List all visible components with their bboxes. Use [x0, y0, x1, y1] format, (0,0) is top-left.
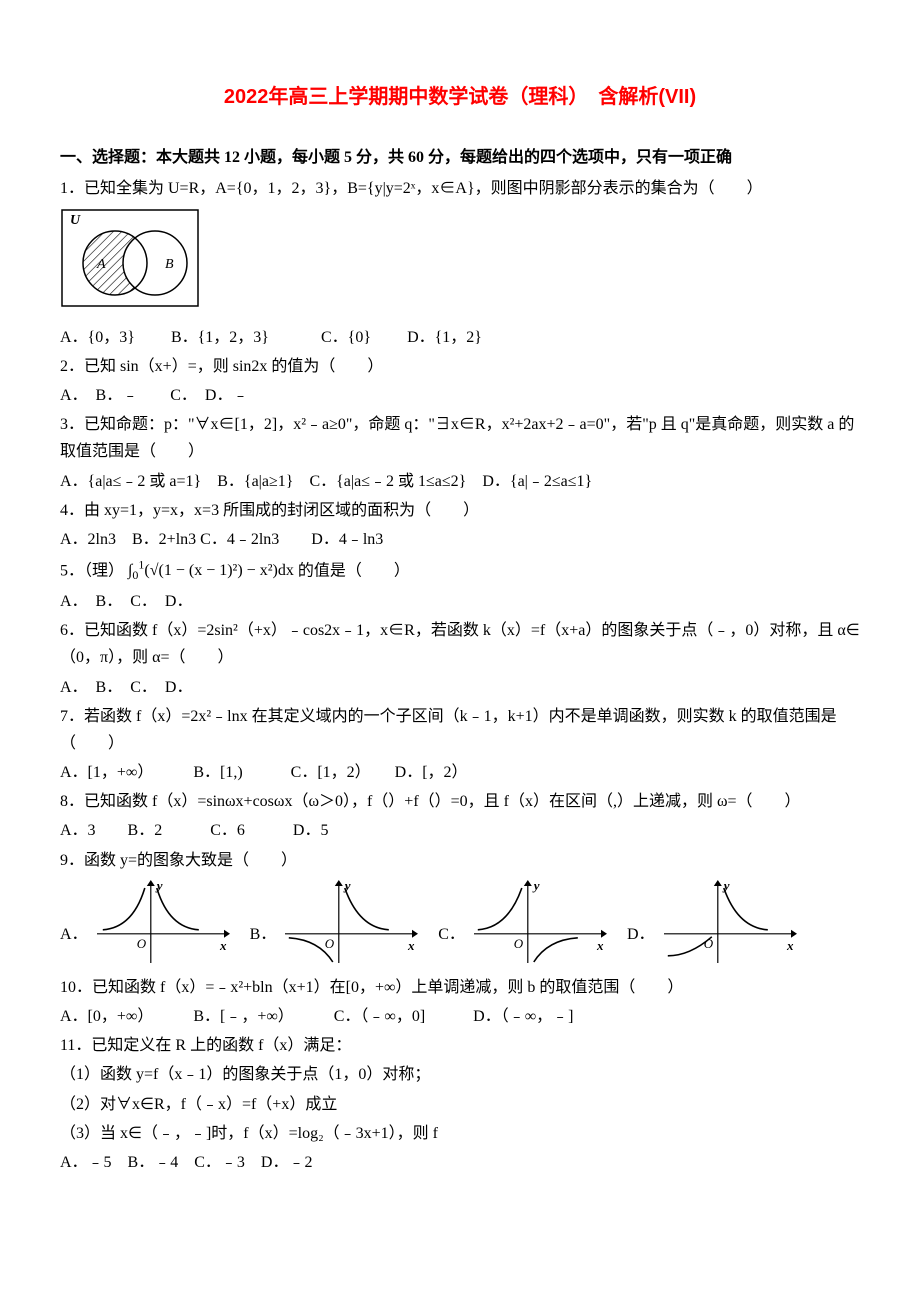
question-8-stem: 8．已知函数 f（x）=sinωx+cosωx（ω＞0），f（）+f（）=0，且… — [60, 788, 860, 815]
svg-text:y: y — [532, 878, 540, 893]
q5-integral: ∫01(√(1 − (x − 1)²) − x²)dx — [128, 562, 294, 579]
venn-diagram: U A B — [60, 208, 860, 317]
question-3-options: A．{a|a≤﹣2 或 a=1} B．{a|a≥1} C．{a|a≤﹣2 或 1… — [60, 468, 860, 495]
svg-text:y: y — [154, 878, 162, 893]
question-5-options: A． B． C． D． — [60, 588, 860, 615]
q9-label-B: B． — [250, 921, 277, 968]
question-10-stem: 10．已知函数 f（x）=﹣x²+bln（x+1）在[0，+∞）上单调递减，则 … — [60, 974, 860, 1001]
q1-optD: D．{1，2} — [407, 329, 482, 346]
q9-graph-A: A． Ox y — [60, 878, 232, 968]
question-11-c3: （3）当 x∈（﹣，﹣]时，f（x）=log₂（﹣3x+1），则 f — [60, 1120, 860, 1147]
svg-text:x: x — [786, 938, 794, 953]
q5-prefix: 5．（理） — [60, 562, 124, 579]
q9-label-D: D． — [627, 921, 655, 968]
svg-text:O: O — [325, 936, 335, 951]
question-5-stem: 5．（理） ∫01(√(1 − (x − 1)²) − x²)dx 的值是（ ） — [60, 555, 860, 586]
svg-text:x: x — [407, 938, 415, 953]
question-1-stem: 1．已知全集为 U=R，A={0，1，2，3}，B={y|y=2ˣ，x∈A}，则… — [60, 175, 860, 202]
q9-graph-C: C． Ox y — [438, 878, 609, 968]
q1-optA: A．{0，3} — [60, 329, 135, 346]
q9-label-C: C． — [438, 921, 465, 968]
svg-text:x: x — [219, 938, 227, 953]
svg-text:x: x — [596, 938, 604, 953]
question-11-c2: （2）对∀x∈R，f（﹣x）=f（+x）成立 — [60, 1091, 860, 1118]
section-1-header: 一、选择题：本大题共 12 小题，每小题 5 分，共 60 分，每题给出的四个选… — [60, 144, 860, 171]
q9-graph-B: B． Ox y — [250, 878, 421, 968]
svg-text:y: y — [721, 878, 729, 893]
question-11-c1: （1）函数 y=f（x﹣1）的图象关于点（1，0）对称； — [60, 1061, 860, 1088]
question-10-options: A．[0，+∞） B．[﹣，+∞） C．（﹣∞，0] D．（﹣∞，﹣] — [60, 1003, 860, 1030]
svg-text:A: A — [96, 257, 106, 272]
svg-text:B: B — [165, 257, 174, 272]
svg-text:y: y — [343, 878, 351, 893]
question-2-options: A． B．﹣ C． D．﹣ — [60, 382, 860, 409]
q9-graph-D: D． Ox y — [627, 878, 799, 968]
svg-text:O: O — [703, 936, 713, 951]
q9-label-A: A． — [60, 921, 88, 968]
question-7-options: A．[1，+∞） B．[1,) C．[1，2） D．[，2） — [60, 759, 860, 786]
svg-text:O: O — [136, 936, 146, 951]
svg-text:U: U — [70, 213, 81, 228]
question-3-stem: 3．已知命题：p："∀x∈[1，2]，x²﹣a≥0"，命题 q："∃x∈R，x²… — [60, 411, 860, 465]
question-11-options: A．﹣5 B．﹣4 C．﹣3 D．﹣2 — [60, 1149, 860, 1176]
question-4-stem: 4．由 xy=1，y=x，x=3 所围成的封闭区域的面积为（ ） — [60, 497, 860, 524]
question-6-options: A． B． C． D． — [60, 674, 860, 701]
question-9-graphs: A． Ox y B． Ox y C． Ox y D． Ox y — [60, 878, 860, 968]
question-1-options: A．{0，3} B．{1，2，3} C．{0} D．{1，2} — [60, 324, 860, 351]
exam-title: 2022年高三上学期期中数学试卷（理科） 含解析(VII) — [60, 80, 860, 114]
question-7-stem: 7．若函数 f（x）=2x²﹣lnx 在其定义域内的一个子区间（k﹣1，k+1）… — [60, 703, 860, 757]
question-2-stem: 2．已知 sin（x+）=，则 sin2x 的值为（ ） — [60, 353, 860, 380]
question-11-stem: 11．已知定义在 R 上的函数 f（x）满足： — [60, 1032, 860, 1059]
question-9-stem: 9．函数 y=的图象大致是（ ） — [60, 847, 860, 874]
q5-suffix: 的值是（ ） — [298, 562, 410, 579]
question-4-options: A．2ln3 B．2+ln3 C．4﹣2ln3 D．4﹣ln3 — [60, 526, 860, 553]
question-6-stem: 6．已知函数 f（x）=2sin²（+x）﹣cos2x﹣1，x∈R，若函数 k（… — [60, 617, 860, 671]
q1-optC: C．{0} — [321, 329, 371, 346]
q1-optB: B．{1，2，3} — [171, 329, 269, 346]
svg-text:O: O — [514, 936, 524, 951]
question-8-options: A．3 B．2 C．6 D．5 — [60, 817, 860, 844]
